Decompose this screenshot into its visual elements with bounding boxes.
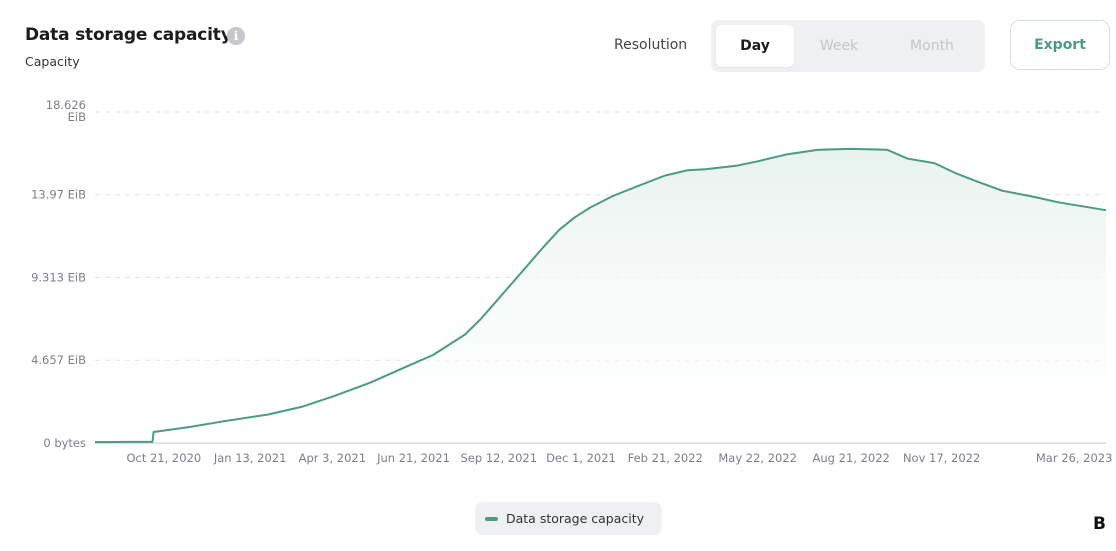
x-tick-label: Nov 17, 2022 — [903, 451, 980, 465]
export-button[interactable]: Export — [1010, 20, 1110, 70]
chart-title: Data storage capacity — [25, 25, 232, 45]
resolution-week-button[interactable]: Week — [819, 38, 859, 54]
resolution-day-button[interactable]: Day — [716, 25, 794, 67]
series-area-fill — [95, 148, 1106, 443]
x-tick-label: Mar 26, 2023 — [1036, 451, 1113, 465]
x-axis: Oct 21, 2020 Jan 13, 2021 Apr 3, 2021 Jun 2… — [126, 451, 1112, 465]
y-tick-label: 0 bytes — [43, 436, 86, 450]
resolution-label: Resolution — [614, 37, 688, 53]
x-tick-label: Jan 13, 2021 — [213, 451, 287, 465]
y-tick-label: 13.97 EiB — [31, 188, 86, 202]
y-tick-label: 18.626 EiB — [46, 98, 86, 124]
chart-area: 0 bytes 4.657 EiB 9.313 EiB 13.97 EiB 18.626… — [31, 98, 1112, 465]
y-tick-label: 9.313 EiB — [31, 271, 86, 285]
x-tick-label: Aug 21, 2022 — [813, 451, 890, 465]
legend-label: Data storage capacity — [506, 511, 645, 526]
x-tick-label: Oct 21, 2020 — [126, 451, 201, 465]
x-tick-label: Apr 3, 2021 — [299, 451, 366, 465]
legend[interactable]: Data storage capacity — [475, 502, 662, 535]
panel-label: B — [1093, 514, 1106, 534]
chart-subtitle: Capacity — [25, 54, 80, 69]
y-tick-label: 4.657 EiB — [31, 353, 86, 367]
x-tick-label: Jun 21, 2021 — [376, 451, 450, 465]
legend-swatch — [485, 517, 498, 521]
y-axis: 0 bytes 4.657 EiB 9.313 EiB 13.97 EiB 18.626… — [31, 98, 86, 450]
resolution-month-button[interactable]: Month — [910, 38, 954, 54]
x-tick-label: Sep 12, 2021 — [461, 451, 538, 465]
info-icon[interactable]: i — [227, 27, 245, 45]
resolution-toggle: Day Week Month — [711, 20, 985, 72]
series-line — [94, 147, 1107, 444]
series-area — [94, 147, 1107, 444]
x-tick-label: Feb 21, 2022 — [628, 451, 703, 465]
x-tick-label: Dec 1, 2021 — [546, 451, 616, 465]
x-tick-label: May 22, 2022 — [718, 451, 797, 465]
